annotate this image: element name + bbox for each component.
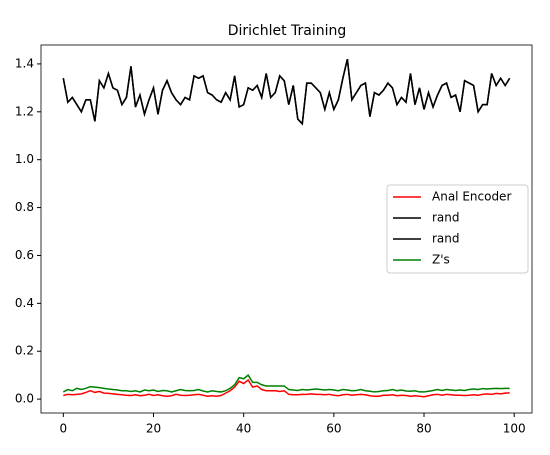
legend-label: rand [432, 211, 460, 225]
x-tick-label: 0 [59, 422, 67, 436]
plot-frame [40, 44, 533, 414]
x-tick-label: 100 [503, 422, 526, 436]
y-tick-label: 0.8 [15, 200, 34, 214]
y-tick-label: 1.4 [15, 56, 34, 70]
x-tick-label: 20 [146, 422, 161, 436]
series-line [62, 374, 510, 393]
legend-box [386, 184, 529, 274]
x-tick-label: 60 [326, 422, 341, 436]
x-tick-label: 80 [416, 422, 431, 436]
y-tick-label: 0.2 [15, 344, 34, 358]
x-tick-label: 40 [236, 422, 251, 436]
legend-label: rand [432, 232, 460, 246]
legend-label: Z's [432, 253, 450, 267]
y-tick-label: 0.4 [15, 296, 34, 310]
y-tick-label: 0.6 [15, 248, 34, 262]
y-tick-label: 1.2 [15, 104, 34, 118]
y-tick-label: 1.0 [15, 152, 34, 166]
y-tick-label: 0.0 [15, 392, 34, 406]
legend-label: Anal Encoder [432, 190, 511, 204]
series-line [63, 378, 510, 398]
chart-title: Dirichlet Training [228, 23, 347, 39]
series-line [62, 58, 511, 126]
